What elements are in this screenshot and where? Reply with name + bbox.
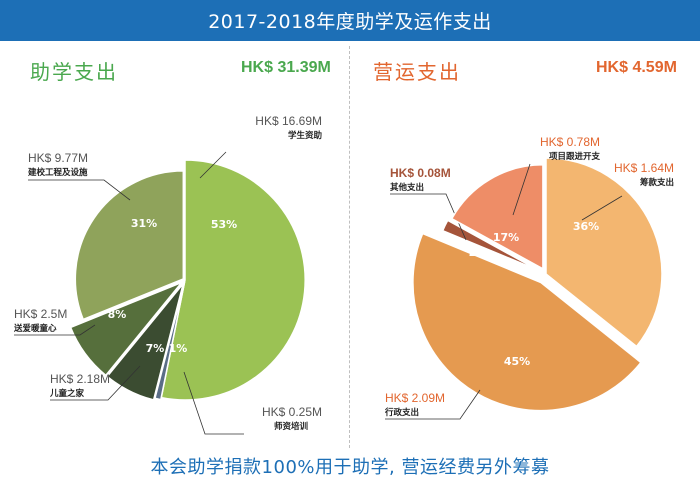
slice-amount-label: HK$ 2.18M xyxy=(50,372,110,386)
pie-slice xyxy=(154,281,186,401)
footer-note: 本会助学捐款100%用于助学, 营运经费另外筹募 xyxy=(0,450,700,481)
page-title: 2017-2018年度助学及运作支出 xyxy=(208,11,492,33)
leader-line xyxy=(14,324,96,336)
leader-line xyxy=(183,371,244,435)
pie-slice xyxy=(450,164,544,271)
aid-section-title: 助学支出 xyxy=(30,60,118,84)
slice-amount-label: HK$ 16.69M xyxy=(255,114,322,128)
slice-category-label: 其他支出 xyxy=(390,182,424,193)
slice-percent-label: 2% xyxy=(469,246,488,259)
slice-amount-label: HK$ 0.08M xyxy=(390,166,451,180)
slice-percent-label: 53% xyxy=(211,218,237,231)
slice-amount-label: HK$ 0.25M xyxy=(262,405,322,419)
pie-slice xyxy=(69,281,183,377)
slice-category-label: 学生资助 xyxy=(288,130,323,141)
leader-line xyxy=(385,389,481,420)
slice-category-label: 项目跟进开支 xyxy=(549,151,601,162)
slice-category-label: 师资培训 xyxy=(274,421,309,432)
section-divider xyxy=(349,46,350,448)
slice-amount-label: HK$ 1.64M xyxy=(614,161,674,175)
slice-amount-label: HK$ 2.5M xyxy=(14,307,67,321)
slice-amount-label: HK$ 9.77M xyxy=(28,151,88,165)
slice-percent-label: 7% xyxy=(146,342,165,355)
leader-line xyxy=(390,193,467,241)
slice-percent-label: 8% xyxy=(108,308,127,321)
slice-category-label: 筹款支出 xyxy=(639,177,674,188)
page-title-banner: 2017-2018年度助学及运作支出 xyxy=(0,0,700,41)
pie-slice xyxy=(160,159,306,401)
leader-line xyxy=(512,163,531,216)
slice-amount-label: HK$ 0.78M xyxy=(540,135,600,149)
pie-slice xyxy=(412,232,642,412)
aid-total: HK$ 31.39M xyxy=(241,59,331,76)
slice-category-label: 送爱暖童心 xyxy=(13,323,57,334)
pie-slice xyxy=(545,157,663,348)
ops-total: HK$ 4.59M xyxy=(596,59,677,76)
aid-pie-chart: 53% HK$ 16.69M 学生资助 1% HK$ 0.25M 师资培训 7% HK$ 2.… xyxy=(13,114,323,435)
slice-category-label: 建校工程及设施 xyxy=(27,167,88,178)
leader-line xyxy=(581,195,623,221)
ops-section-title: 营运支出 xyxy=(373,60,461,84)
leader-line xyxy=(199,151,227,179)
ops-pie-chart: 36% HK$ 1.64M 筹款支出 45% HK$ 2.09M 行政支出 2% HK$ 0.… xyxy=(384,135,674,420)
pie-slice xyxy=(441,219,540,272)
pie-slice xyxy=(74,170,185,321)
slice-category-label: 行政支出 xyxy=(384,407,419,418)
slice-percent-label: 17% xyxy=(493,231,519,244)
slice-percent-label: 1% xyxy=(169,342,188,355)
slice-percent-label: 45% xyxy=(504,355,530,368)
slice-percent-label: 31% xyxy=(131,217,157,230)
leader-line xyxy=(28,179,131,201)
slice-amount-label: HK$ 2.09M xyxy=(385,391,445,405)
slice-percent-label: 36% xyxy=(573,220,599,233)
footer-text: 本会助学捐款100%用于助学, 营运经费另外筹募 xyxy=(150,456,550,478)
leader-line xyxy=(50,365,141,401)
pie-slice xyxy=(106,283,184,401)
slice-category-label: 儿童之家 xyxy=(49,388,85,399)
